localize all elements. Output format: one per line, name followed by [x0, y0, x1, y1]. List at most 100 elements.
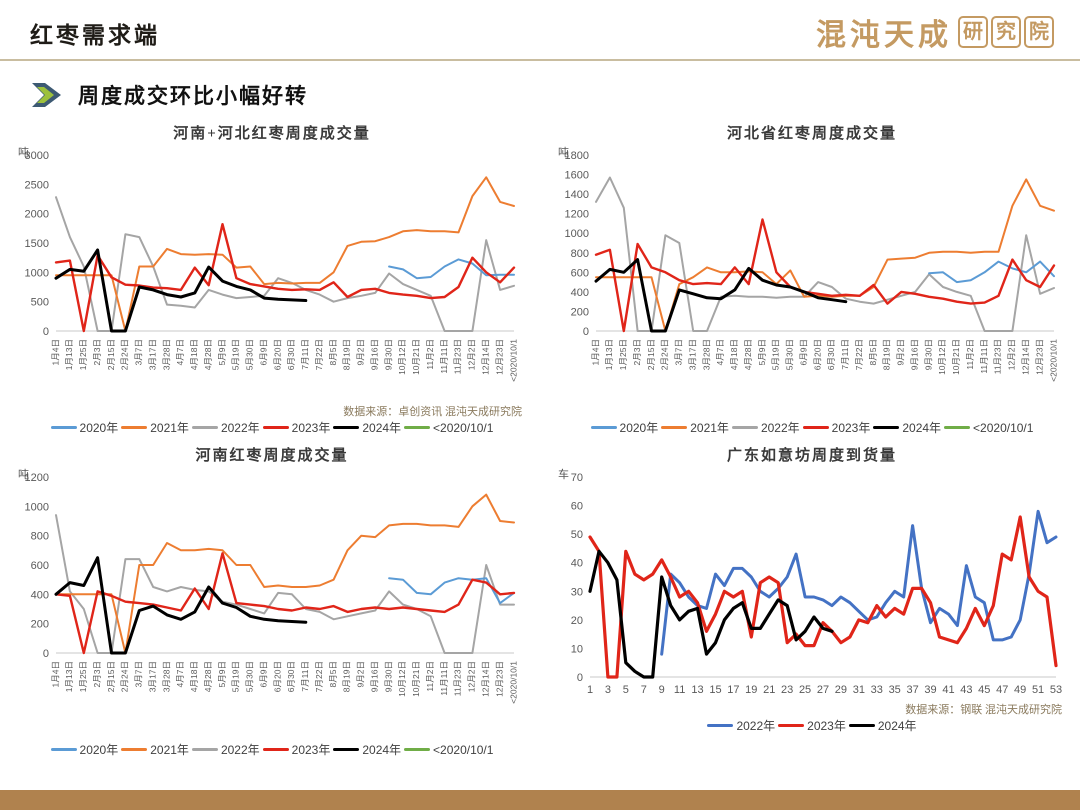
series-line-2022年: [55, 196, 515, 332]
legend-item-2023年: 2023年: [262, 741, 331, 758]
x-tick-label: <2020/10/1: [1048, 339, 1058, 382]
x-tick-label: 45: [978, 684, 990, 696]
x-tick-label: 1月25日: [78, 339, 88, 370]
x-tick-label: 11月11日: [979, 339, 989, 374]
legend-swatch: [191, 426, 218, 429]
x-tick-label: 9月30日: [383, 339, 393, 370]
x-tick-label: 12月14日: [1020, 339, 1030, 375]
data-source-label: 数据来源：钢联 混沌天成研究院: [905, 704, 1062, 716]
series-line-2024年: [594, 258, 848, 333]
x-tick-label: 31: [853, 684, 865, 696]
legend-item-2024年: 2024年: [333, 419, 401, 436]
x-tick-label: 7月22日: [314, 339, 324, 370]
x-tick-label: 51: [1032, 684, 1044, 696]
x-tick-label: 4月28日: [203, 339, 213, 370]
x-tick-label: 13: [691, 684, 703, 696]
x-tick-label: 11月2日: [425, 661, 435, 692]
x-tick-label: 10月21日: [411, 339, 421, 375]
x-tick-label: 3月17日: [147, 339, 157, 370]
x-tick-label: <2020/10/1: [508, 339, 518, 382]
x-tick-label: 7月22日: [314, 661, 324, 692]
y-tick-label: 3000: [25, 150, 49, 162]
legend-item-2020年: 2020年: [590, 419, 658, 436]
x-tick-label: 4月18日: [189, 339, 199, 370]
y-tick-label: 20: [571, 615, 583, 627]
header-divider: [0, 59, 1080, 61]
y-tick-label: 2500: [25, 179, 49, 191]
logo-text: 混沌天成: [816, 19, 952, 52]
x-tick-label: 8月5日: [328, 661, 338, 687]
legend-label: 2023年: [831, 421, 871, 435]
x-tick-label: 1月25日: [618, 339, 628, 370]
x-tick-label: 1: [587, 684, 593, 696]
x-tick-label: 8月5日: [328, 339, 338, 365]
x-tick-label: 11月23日: [453, 339, 463, 374]
legend-swatch: [333, 748, 360, 751]
x-tick-label: 35: [889, 684, 901, 696]
series-line-2024年: [588, 549, 834, 679]
chart-title: 河北省红枣周度成交量: [726, 126, 897, 142]
x-tick-label: 4月28日: [203, 661, 213, 692]
x-tick-label: 2月3日: [632, 339, 642, 365]
y-tick-label: 60: [571, 501, 583, 513]
series-line-2021年: [55, 493, 515, 654]
x-tick-label: 10月12日: [397, 339, 407, 375]
chart-title: 河南+河北红枣周度成交量: [173, 126, 371, 142]
x-tick-label: 6月9日: [258, 339, 268, 365]
chart-plot-area: 0 200 400 600 800 1000 1200 1400 1600 1800 1月4日 1月1…: [565, 150, 1059, 382]
x-tick-label: 53: [1050, 684, 1062, 696]
logo: 混沌天成 研究院: [816, 10, 1054, 54]
legend-swatch: [404, 426, 431, 429]
x-tick-label: 4月28日: [743, 339, 753, 370]
x-tick-label: 17: [727, 684, 739, 696]
x-tick-label: 23: [781, 684, 793, 696]
y-tick-label: 400: [31, 589, 49, 601]
x-tick-label: 5月19日: [231, 339, 241, 370]
x-tick-label: 6月30日: [286, 339, 296, 370]
y-tick-label: 0: [43, 648, 49, 660]
footer-bar: [0, 790, 1080, 810]
x-tick-label: 3月7日: [134, 661, 144, 687]
legend-label: 2024年: [902, 421, 942, 435]
y-tick-label: 50: [571, 529, 583, 541]
x-tick-label: 3月7日: [674, 339, 684, 365]
legend-swatch: [404, 748, 431, 751]
legend-swatch: [333, 426, 360, 429]
x-tick-label: 3月28日: [701, 339, 711, 370]
legend-label: 2022年: [220, 421, 260, 435]
y-tick-label: 1000: [565, 228, 589, 240]
x-tick-label: 5: [623, 684, 629, 696]
x-tick-label: 37: [906, 684, 918, 696]
logo-seal-char: 院: [1024, 16, 1054, 48]
x-tick-label: 6月30日: [286, 661, 296, 692]
data-source-label: 数据来源：卓创资讯 混沌天成研究院: [343, 406, 522, 418]
chevron-icon: [32, 83, 61, 107]
legend-swatch: [944, 426, 971, 429]
x-tick-label: 8月19日: [342, 339, 352, 370]
x-tick-label: 33: [871, 684, 883, 696]
series-line-2024年: [54, 556, 308, 655]
legend-label: <2020/10/1: [433, 742, 494, 757]
x-tick-label: 11月23日: [993, 339, 1003, 374]
x-tick-label: 4月18日: [189, 661, 199, 692]
x-tick-label: 5月19日: [771, 339, 781, 370]
x-tick-label: 6月20日: [272, 661, 282, 692]
y-tick-label: 2000: [25, 209, 49, 221]
y-tick-label: 1000: [25, 267, 49, 279]
x-tick-label: 9月30日: [383, 661, 393, 692]
series-line-2024年: [54, 248, 308, 333]
y-axis-unit: 吨: [558, 147, 569, 159]
legend-label: 2023年: [291, 743, 331, 757]
x-tick-label: 2月24日: [120, 339, 130, 370]
x-tick-label: 41: [942, 684, 954, 696]
x-tick-label: 11月11日: [439, 339, 449, 374]
legend-swatch: [262, 748, 289, 751]
chart-henan-volume: 河南红枣周度成交量 吨 0 200 400 600 800 1000 1200 1月4日 1月1…: [0, 436, 540, 758]
x-tick-label: 1月4日: [50, 661, 60, 687]
legend-swatch: [50, 426, 77, 429]
chart-legend: 2020年 2021年 2022年 2023年 2024年 <2020/10/1: [10, 419, 534, 436]
x-tick-label: 4月7日: [175, 339, 185, 365]
legend-item-2022年: 2022年: [191, 741, 260, 758]
legend-label: 2023年: [807, 719, 846, 733]
page-title: 红枣需求端: [30, 23, 160, 48]
